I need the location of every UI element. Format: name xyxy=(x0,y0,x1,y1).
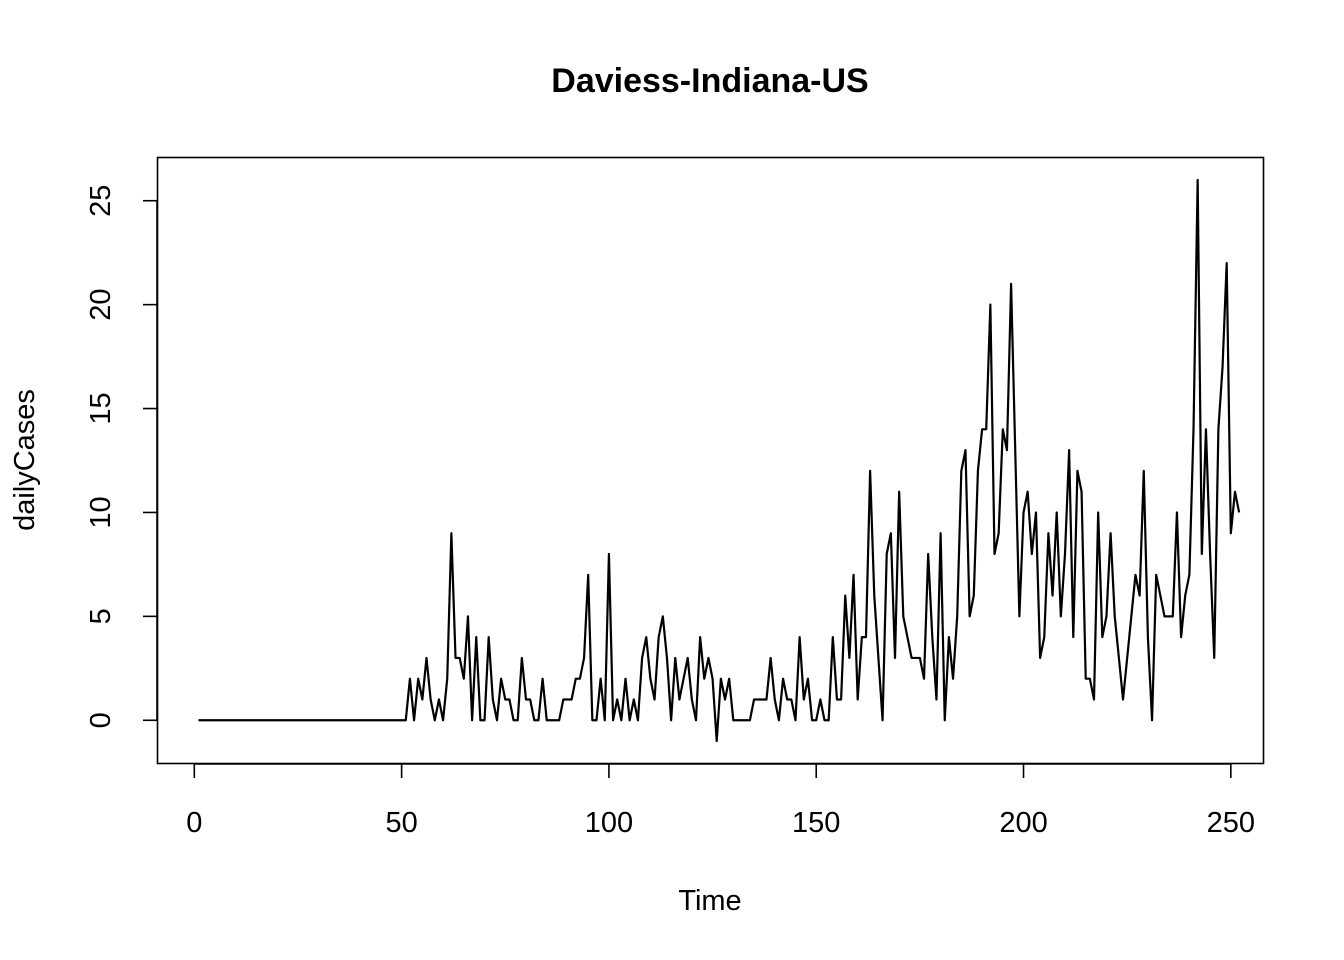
x-tick-label: 250 xyxy=(1207,807,1255,839)
x-tick-label: 0 xyxy=(186,807,202,839)
y-tick-label: 25 xyxy=(85,185,117,217)
y-axis-label: dailyCases xyxy=(9,389,41,531)
y-tick-label: 10 xyxy=(85,496,117,528)
x-axis: 0 50 100 150 200 250 xyxy=(186,763,1255,839)
x-tick-label: 150 xyxy=(792,807,840,839)
y-tick-label: 15 xyxy=(85,392,117,424)
y-tick-label: 0 xyxy=(85,712,117,728)
x-tick-label: 200 xyxy=(999,807,1047,839)
y-tick-label: 20 xyxy=(85,289,117,321)
x-tick-label: 100 xyxy=(585,807,633,839)
x-axis-label: Time xyxy=(678,885,741,917)
y-tick-label: 5 xyxy=(85,608,117,624)
y-axis: 0 5 10 15 20 25 xyxy=(85,185,158,728)
series-line-0 xyxy=(198,178,1241,743)
series-layer xyxy=(198,178,1241,743)
chart-title: Daviess-Indiana-US xyxy=(551,62,868,100)
x-tick-label: 50 xyxy=(385,807,417,839)
